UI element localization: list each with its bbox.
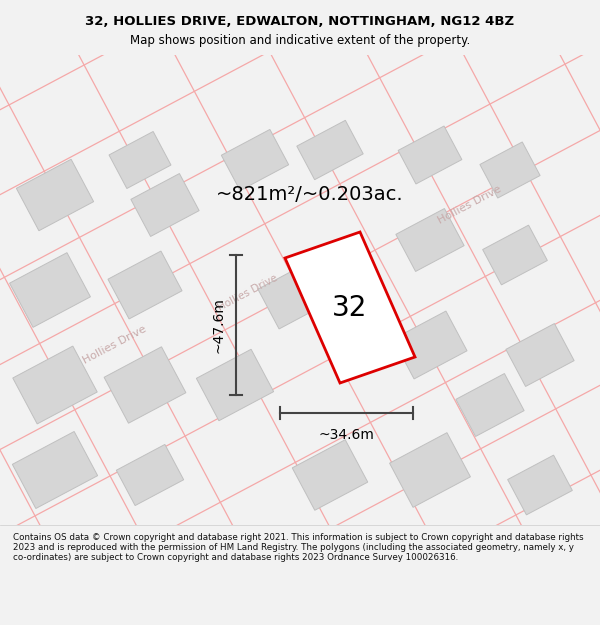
Polygon shape — [109, 131, 171, 189]
Text: ~821m²/~0.203ac.: ~821m²/~0.203ac. — [216, 186, 404, 204]
Polygon shape — [131, 174, 199, 236]
Text: Map shows position and indicative extent of the property.: Map shows position and indicative extent… — [130, 34, 470, 47]
Polygon shape — [116, 444, 184, 506]
Text: Hollies Drive: Hollies Drive — [82, 324, 148, 366]
Text: Hollies Drive: Hollies Drive — [437, 184, 503, 226]
Text: ~34.6m: ~34.6m — [319, 428, 374, 442]
Text: Hollies Drive: Hollies Drive — [217, 273, 280, 313]
Polygon shape — [389, 432, 470, 508]
Polygon shape — [292, 440, 368, 510]
Text: 32, HOLLIES DRIVE, EDWALTON, NOTTINGHAM, NG12 4BZ: 32, HOLLIES DRIVE, EDWALTON, NOTTINGHAM,… — [85, 16, 515, 28]
Polygon shape — [285, 232, 415, 383]
Polygon shape — [104, 347, 186, 423]
Polygon shape — [396, 209, 464, 271]
Polygon shape — [480, 142, 540, 198]
Polygon shape — [508, 455, 572, 515]
Polygon shape — [506, 324, 574, 386]
Text: ~47.6m: ~47.6m — [211, 297, 225, 353]
Polygon shape — [10, 253, 91, 328]
Polygon shape — [398, 126, 462, 184]
Polygon shape — [456, 374, 524, 436]
Polygon shape — [297, 121, 363, 179]
Polygon shape — [221, 129, 289, 191]
Polygon shape — [108, 251, 182, 319]
Text: Contains OS data © Crown copyright and database right 2021. This information is : Contains OS data © Crown copyright and d… — [13, 532, 584, 562]
Polygon shape — [16, 159, 94, 231]
Text: 32: 32 — [332, 294, 368, 321]
Polygon shape — [13, 346, 97, 424]
Polygon shape — [196, 349, 274, 421]
Polygon shape — [393, 311, 467, 379]
Polygon shape — [13, 431, 98, 509]
Polygon shape — [482, 225, 547, 285]
Polygon shape — [258, 261, 332, 329]
